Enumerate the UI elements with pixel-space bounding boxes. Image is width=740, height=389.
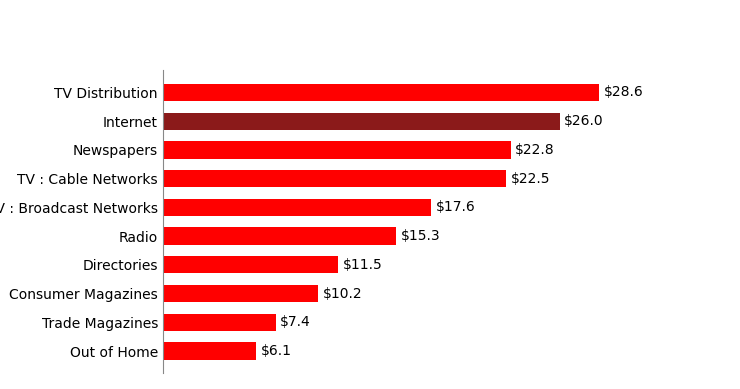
Text: $17.6: $17.6 <box>436 200 476 214</box>
Text: $22.5: $22.5 <box>511 172 551 186</box>
Bar <box>163 199 431 216</box>
Bar <box>163 141 511 159</box>
Text: $26.0: $26.0 <box>564 114 604 128</box>
Text: $6.1: $6.1 <box>260 344 292 358</box>
Bar <box>163 285 318 302</box>
Text: $10.2: $10.2 <box>323 287 363 301</box>
Bar <box>163 84 599 101</box>
Text: $11.5: $11.5 <box>343 258 383 272</box>
Text: $15.3: $15.3 <box>401 229 440 243</box>
Bar <box>163 314 276 331</box>
Text: $28.6: $28.6 <box>604 86 644 100</box>
Text: $7.4: $7.4 <box>280 315 311 329</box>
Bar <box>163 170 506 187</box>
Bar <box>163 342 256 360</box>
Text: $22.8: $22.8 <box>515 143 555 157</box>
Bar <box>163 256 338 273</box>
Bar <box>163 112 559 130</box>
Bar <box>163 228 397 245</box>
Text: US Advertising Market by Media Revenue – 2010 (In billions): US Advertising Market by Media Revenue –… <box>15 20 628 38</box>
